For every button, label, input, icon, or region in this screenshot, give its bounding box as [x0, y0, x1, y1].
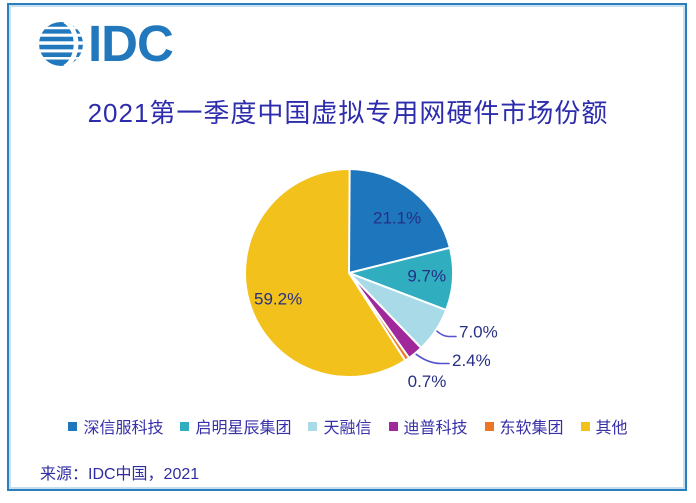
idc-logo: IDC: [38, 15, 174, 72]
legend-label-1: 启明星辰集团: [195, 420, 292, 437]
leader-line-2: [436, 330, 457, 338]
legend-item-1: 启明星辰集团: [180, 414, 291, 438]
legend-swatch-5: [580, 421, 590, 431]
legend-swatch-1: [180, 421, 190, 431]
idc-logo-text: IDC: [88, 15, 174, 72]
legend-item-0: 深信服科技: [68, 414, 163, 438]
slice-label-3: 2.4%: [452, 351, 491, 370]
legend-item-4: 东软集团: [484, 414, 564, 438]
striped-globe-icon: [38, 21, 84, 67]
legend-item-2: 天融信: [308, 414, 372, 438]
legend-swatch-4: [484, 421, 494, 431]
pie-slice-0: [348, 168, 451, 274]
legend-label-2: 天融信: [323, 420, 372, 437]
leader-line-3: [415, 353, 450, 365]
slice-label-0: 21.1%: [373, 209, 421, 228]
pie-slice-5: [244, 167, 407, 378]
legend-label-5: 其他: [595, 420, 628, 437]
legend-swatch-0: [68, 421, 78, 431]
legend-swatch-3: [388, 421, 398, 431]
legend-swatch-2: [308, 421, 318, 431]
slice-label-4: 0.7%: [408, 372, 447, 391]
legend-label-3: 迪普科技: [403, 420, 468, 437]
slice-label-1: 9.7%: [407, 267, 446, 286]
legend-label-0: 深信服科技: [83, 420, 164, 437]
slice-label-2: 7.0%: [459, 323, 498, 342]
chart-title: 2021第一季度中国虚拟专用网硬件市场份额: [87, 98, 609, 128]
source-note: 来源：IDC中国，2021: [40, 466, 200, 483]
legend-item-5: 其他: [580, 414, 628, 438]
slice-label-5: 59.2%: [254, 289, 302, 308]
legend-item-3: 迪普科技: [388, 414, 468, 438]
legend: 深信服科技 启明星辰集团 天融信 迪普科技 东软集团 其他: [0, 414, 696, 438]
legend-label-4: 东软集团: [499, 420, 564, 437]
